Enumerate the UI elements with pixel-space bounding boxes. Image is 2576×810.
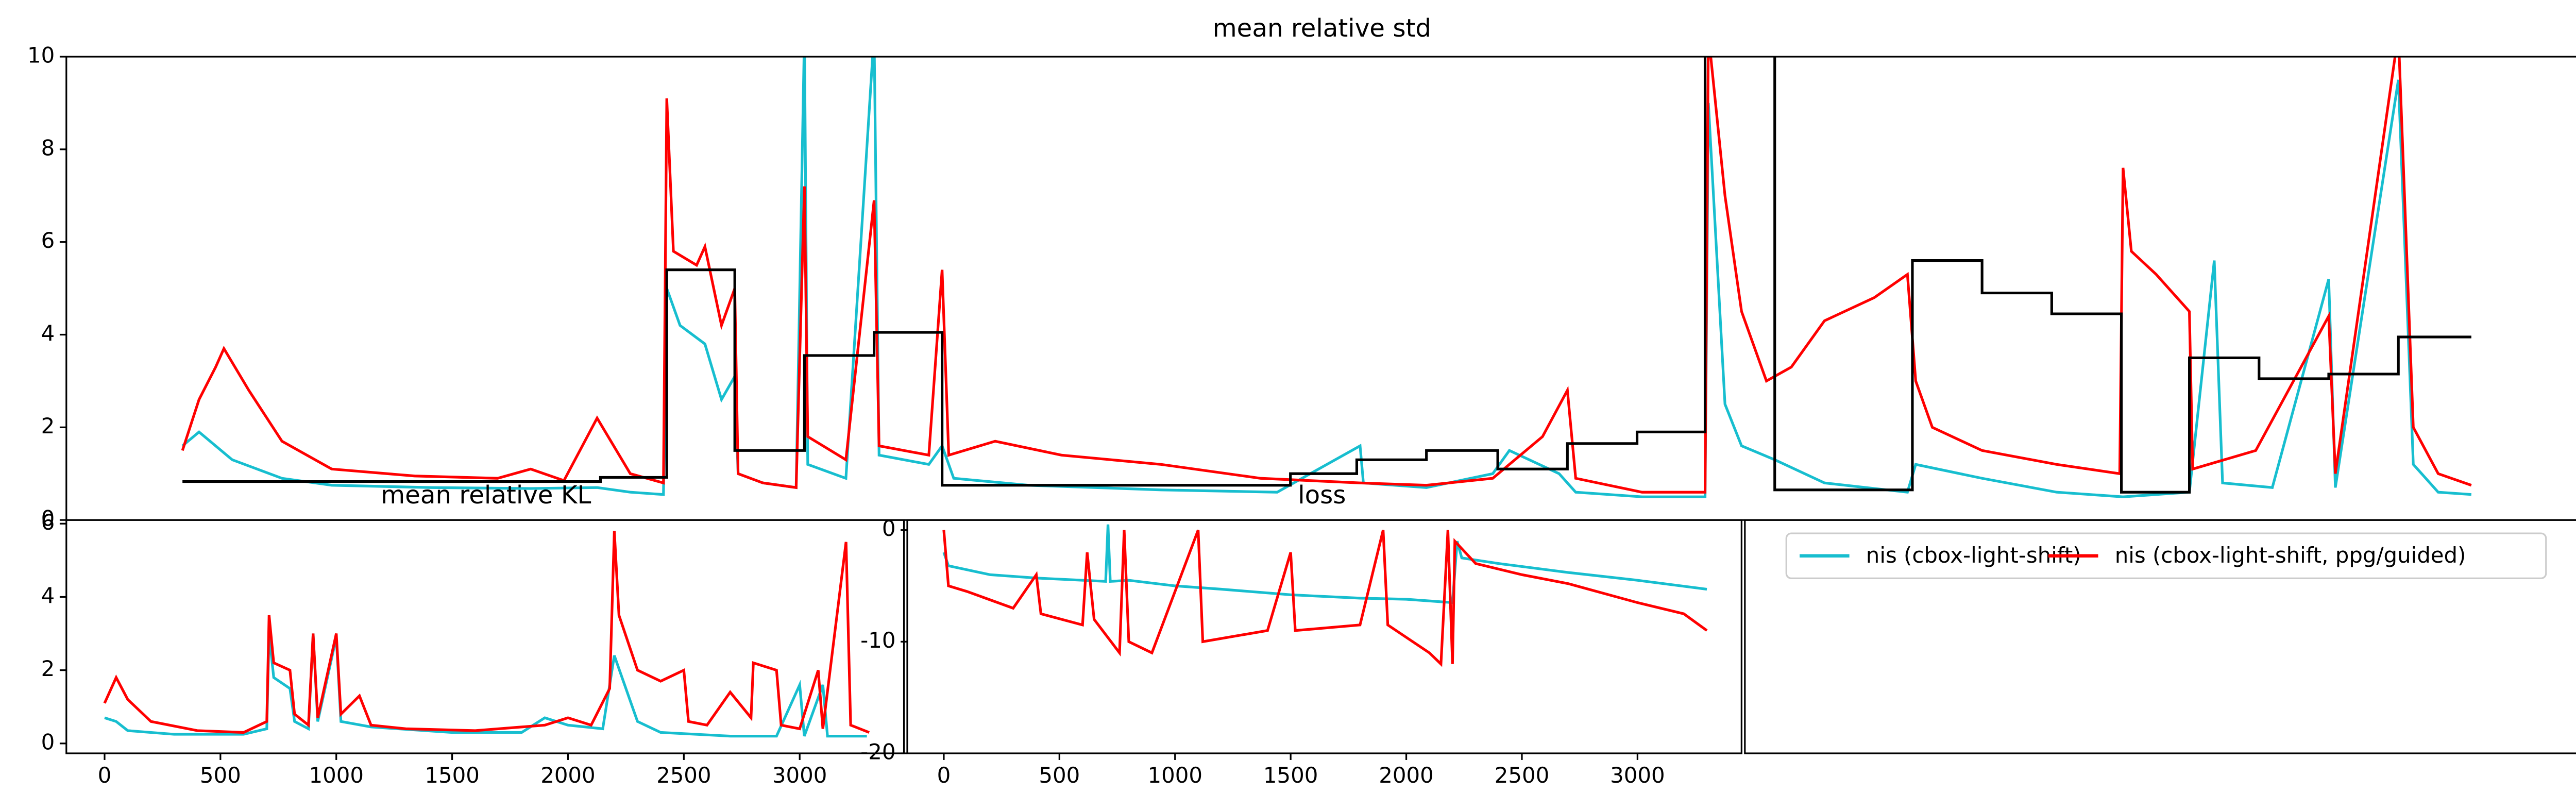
- data-line: [103, 531, 870, 734]
- data-line: [181, 56, 2472, 494]
- y-tick-label: 0: [882, 516, 896, 541]
- x-tick-label: 3000: [1610, 763, 1665, 788]
- chart-title: loss: [1298, 481, 1346, 510]
- y-tick-label: 4: [41, 320, 55, 346]
- axes-frame: [906, 519, 1742, 754]
- x-tick-label: 2000: [540, 763, 595, 788]
- x-tick-label: 2500: [1495, 763, 1549, 788]
- y-tick-label: -20: [860, 739, 895, 764]
- chart-title: mean relative std: [1213, 14, 1431, 43]
- y-tick-label: 8: [41, 135, 55, 160]
- data-line: [182, 56, 2471, 494]
- data-line: [942, 524, 1707, 604]
- x-tick-label: 0: [98, 763, 112, 788]
- x-tick-label: 1000: [309, 763, 363, 788]
- x-tick-label: 1000: [1148, 763, 1202, 788]
- y-tick-label: 0: [41, 729, 55, 754]
- x-tick-label: 3000: [772, 763, 827, 788]
- legend-box: [1785, 532, 2547, 580]
- y-tick-label: -10: [860, 628, 895, 653]
- y-tick-label: 10: [27, 42, 55, 68]
- x-tick-label: 2000: [1379, 763, 1433, 788]
- chart-title: mean relative KL: [381, 481, 591, 510]
- data-line: [942, 529, 1708, 667]
- legend-label: nis (cbox-light-shift, ppg/guided): [2115, 543, 2466, 568]
- x-tick-label: 1500: [1263, 763, 1318, 788]
- legend-label: nis (cbox-light-shift): [1866, 543, 2081, 568]
- y-tick-label: 6: [41, 228, 55, 253]
- y-tick-label: 0: [41, 506, 55, 531]
- y-tick-label: 2: [41, 413, 55, 438]
- x-tick-label: 2500: [656, 763, 711, 788]
- x-tick-label: 0: [937, 763, 951, 788]
- axes-frame: [65, 519, 905, 754]
- x-tick-label: 500: [200, 763, 241, 788]
- y-tick-label: 2: [41, 656, 55, 681]
- y-tick-label: 6: [41, 510, 55, 535]
- x-tick-label: 500: [1039, 763, 1080, 788]
- y-tick-label: 4: [41, 583, 55, 608]
- x-tick-label: 1500: [425, 763, 479, 788]
